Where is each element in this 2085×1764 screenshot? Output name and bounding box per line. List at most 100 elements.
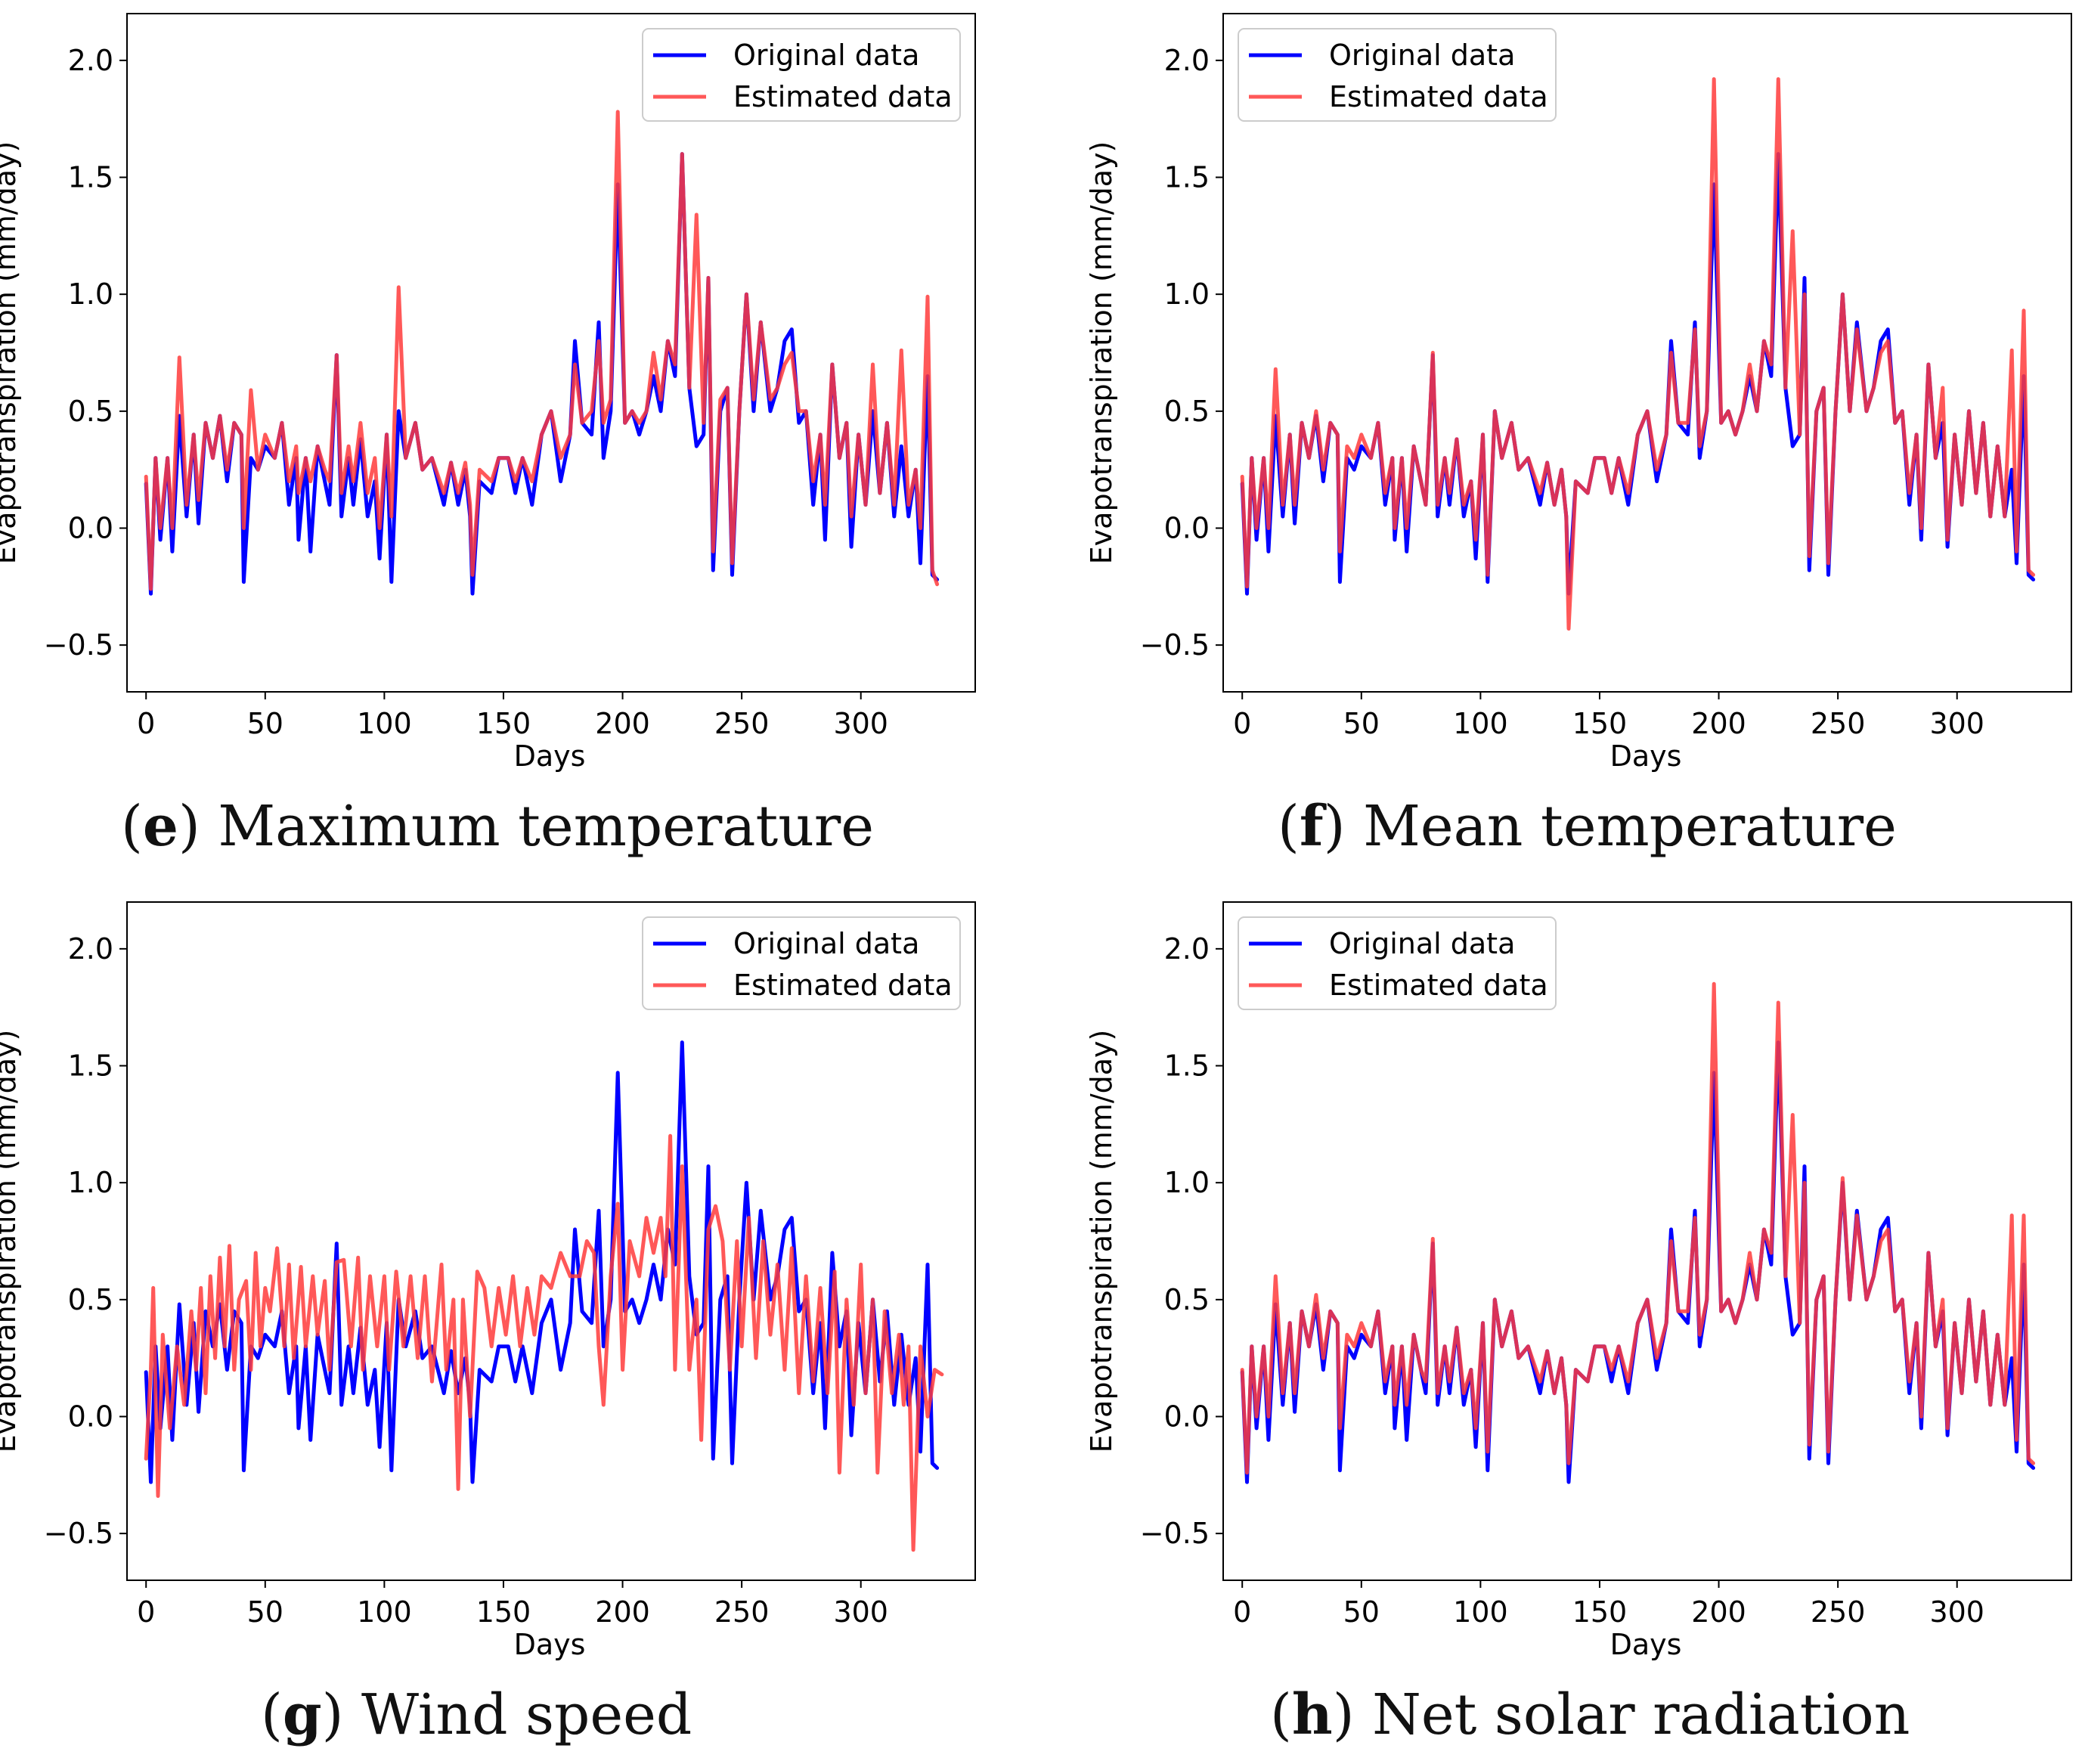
axes-frame xyxy=(126,901,976,1581)
y-tick-label: −0.5 xyxy=(1140,628,1210,662)
caption-h: (h) Net solar radiation xyxy=(1270,1682,1910,1747)
caption-letter: e xyxy=(142,794,178,859)
chart-panel-2: 0 50 100 150 200 250 300 −0.5 0.0 0.5 1.0 1.5 2.0 Day… xyxy=(0,901,976,1661)
y-tick-label: 1.5 xyxy=(68,161,113,194)
y-tick-label: 1.5 xyxy=(68,1049,113,1083)
y-tick-label: 1.0 xyxy=(68,277,113,311)
legend-box xyxy=(1238,28,1557,122)
original-data-line xyxy=(1240,152,2036,596)
y-tick-label: 2.0 xyxy=(68,932,113,966)
caption-text: Maximum temperature xyxy=(200,794,875,859)
legend-estimated-label: Estimated data xyxy=(1329,969,1548,1002)
caption-text: Wind speed xyxy=(343,1682,692,1747)
legend-original-label: Original data xyxy=(733,927,919,960)
estimated-data-line xyxy=(144,1133,944,1552)
caption-text: Mean temperature xyxy=(1345,794,1897,859)
chart-panel-1: 0 50 100 150 200 250 300 −0.5 0.0 0.5 1.0 1.5 2.0 Day… xyxy=(1085,13,2072,773)
caption-f: (f) Mean temperature xyxy=(1278,794,1897,859)
x-tick-label: 300 xyxy=(1929,707,1984,740)
x-tick-label: 250 xyxy=(1811,707,1866,740)
caption-letter: f xyxy=(1299,794,1324,859)
x-tick-label: 100 xyxy=(1453,1595,1508,1629)
y-tick-label: 0.0 xyxy=(1164,1400,1210,1433)
axes-frame xyxy=(126,13,976,693)
x-tick-label: 0 xyxy=(1233,1595,1251,1629)
x-tick-label: 150 xyxy=(476,1595,531,1629)
y-tick-label: 2.0 xyxy=(1164,44,1210,77)
x-tick-label: 100 xyxy=(1453,707,1508,740)
legend: Original data Estimated data xyxy=(1238,916,1557,1010)
x-axis-label: Days xyxy=(1610,739,1682,773)
legend-estimated-label: Estimated data xyxy=(733,969,953,1002)
x-tick-label: 250 xyxy=(1811,1595,1866,1629)
caption-g: (g) Wind speed xyxy=(261,1682,692,1747)
y-tick-label: 1.5 xyxy=(1164,161,1210,194)
x-tick-label: 100 xyxy=(357,707,412,740)
caption-letter: g xyxy=(282,1682,322,1747)
x-tick-label: 300 xyxy=(1929,1595,1984,1629)
y-tick-label: 2.0 xyxy=(1164,932,1210,966)
y-tick-label: 0.5 xyxy=(68,395,113,428)
caption-e: (e) Maximum temperature xyxy=(121,794,875,859)
legend-estimated-label: Estimated data xyxy=(733,80,953,113)
x-tick-label: 200 xyxy=(1691,707,1746,740)
x-tick-label: 200 xyxy=(595,1595,650,1629)
x-tick-label: 250 xyxy=(714,1595,770,1629)
x-tick-label: 300 xyxy=(833,1595,888,1629)
x-tick-label: 200 xyxy=(1691,1595,1746,1629)
x-tick-label: 50 xyxy=(247,707,283,740)
y-tick-label: −0.5 xyxy=(44,1517,113,1550)
y-tick-label: 1.0 xyxy=(1164,1166,1210,1199)
y-axis-label: Evapotranspiration (mm/day) xyxy=(1085,141,1118,565)
caption-letter: h xyxy=(1291,1682,1333,1747)
legend-original-label: Original data xyxy=(733,39,919,72)
caption-text: Net solar radiation xyxy=(1354,1682,1910,1747)
axes-frame xyxy=(1222,901,2072,1581)
legend: Original data Estimated data xyxy=(1238,28,1557,122)
original-data-line xyxy=(144,152,940,596)
x-axis-label: Days xyxy=(1610,1628,1682,1661)
axes-frame xyxy=(1222,13,2072,693)
chart-panel-3: 0 50 100 150 200 250 300 −0.5 0.0 0.5 1.0 1.5 2.0 Day… xyxy=(1085,901,2072,1661)
estimated-data-line xyxy=(1240,77,2036,631)
y-tick-label: −0.5 xyxy=(1140,1517,1210,1550)
y-tick-label: 0.0 xyxy=(68,1400,113,1433)
y-tick-label: 1.5 xyxy=(1164,1049,1210,1083)
y-tick-label: 0.0 xyxy=(68,511,113,544)
y-axis-label: Evapotranspiration (mm/day) xyxy=(0,141,22,565)
legend-original-label: Original data xyxy=(1329,39,1515,72)
x-axis-label: Days xyxy=(514,1628,586,1661)
y-tick-label: 0.0 xyxy=(1164,511,1210,544)
x-tick-label: 50 xyxy=(1343,1595,1380,1629)
x-tick-label: 200 xyxy=(595,707,650,740)
x-tick-label: 0 xyxy=(137,1595,155,1629)
x-tick-label: 0 xyxy=(1233,707,1251,740)
estimated-data-line xyxy=(144,110,940,591)
original-data-line xyxy=(1240,1040,2036,1484)
x-tick-label: 50 xyxy=(1343,707,1380,740)
legend-original-label: Original data xyxy=(1329,927,1515,960)
y-tick-label: 1.0 xyxy=(68,1166,113,1199)
chart-panel-0: 0 50 100 150 200 250 300 −0.5 0.0 0.5 1.0 1.5 2.0 Day… xyxy=(0,13,976,773)
legend-box xyxy=(642,916,961,1010)
x-tick-label: 150 xyxy=(1572,707,1628,740)
legend-estimated-label: Estimated data xyxy=(1329,80,1548,113)
y-tick-label: 0.5 xyxy=(68,1283,113,1316)
x-tick-label: 0 xyxy=(137,707,155,740)
y-tick-label: 1.0 xyxy=(1164,277,1210,311)
x-tick-label: 50 xyxy=(247,1595,283,1629)
y-axis-label: Evapotranspiration (mm/day) xyxy=(0,1030,22,1453)
x-tick-label: 250 xyxy=(714,707,770,740)
y-tick-label: 0.5 xyxy=(1164,1283,1210,1316)
y-tick-label: −0.5 xyxy=(44,628,113,662)
x-tick-label: 150 xyxy=(1572,1595,1628,1629)
original-data-line xyxy=(144,1040,940,1484)
x-axis-label: Days xyxy=(514,739,586,773)
x-tick-label: 100 xyxy=(357,1595,412,1629)
legend-box xyxy=(642,28,961,122)
y-tick-label: 0.5 xyxy=(1164,395,1210,428)
x-tick-label: 300 xyxy=(833,707,888,740)
y-tick-label: 2.0 xyxy=(68,44,113,77)
